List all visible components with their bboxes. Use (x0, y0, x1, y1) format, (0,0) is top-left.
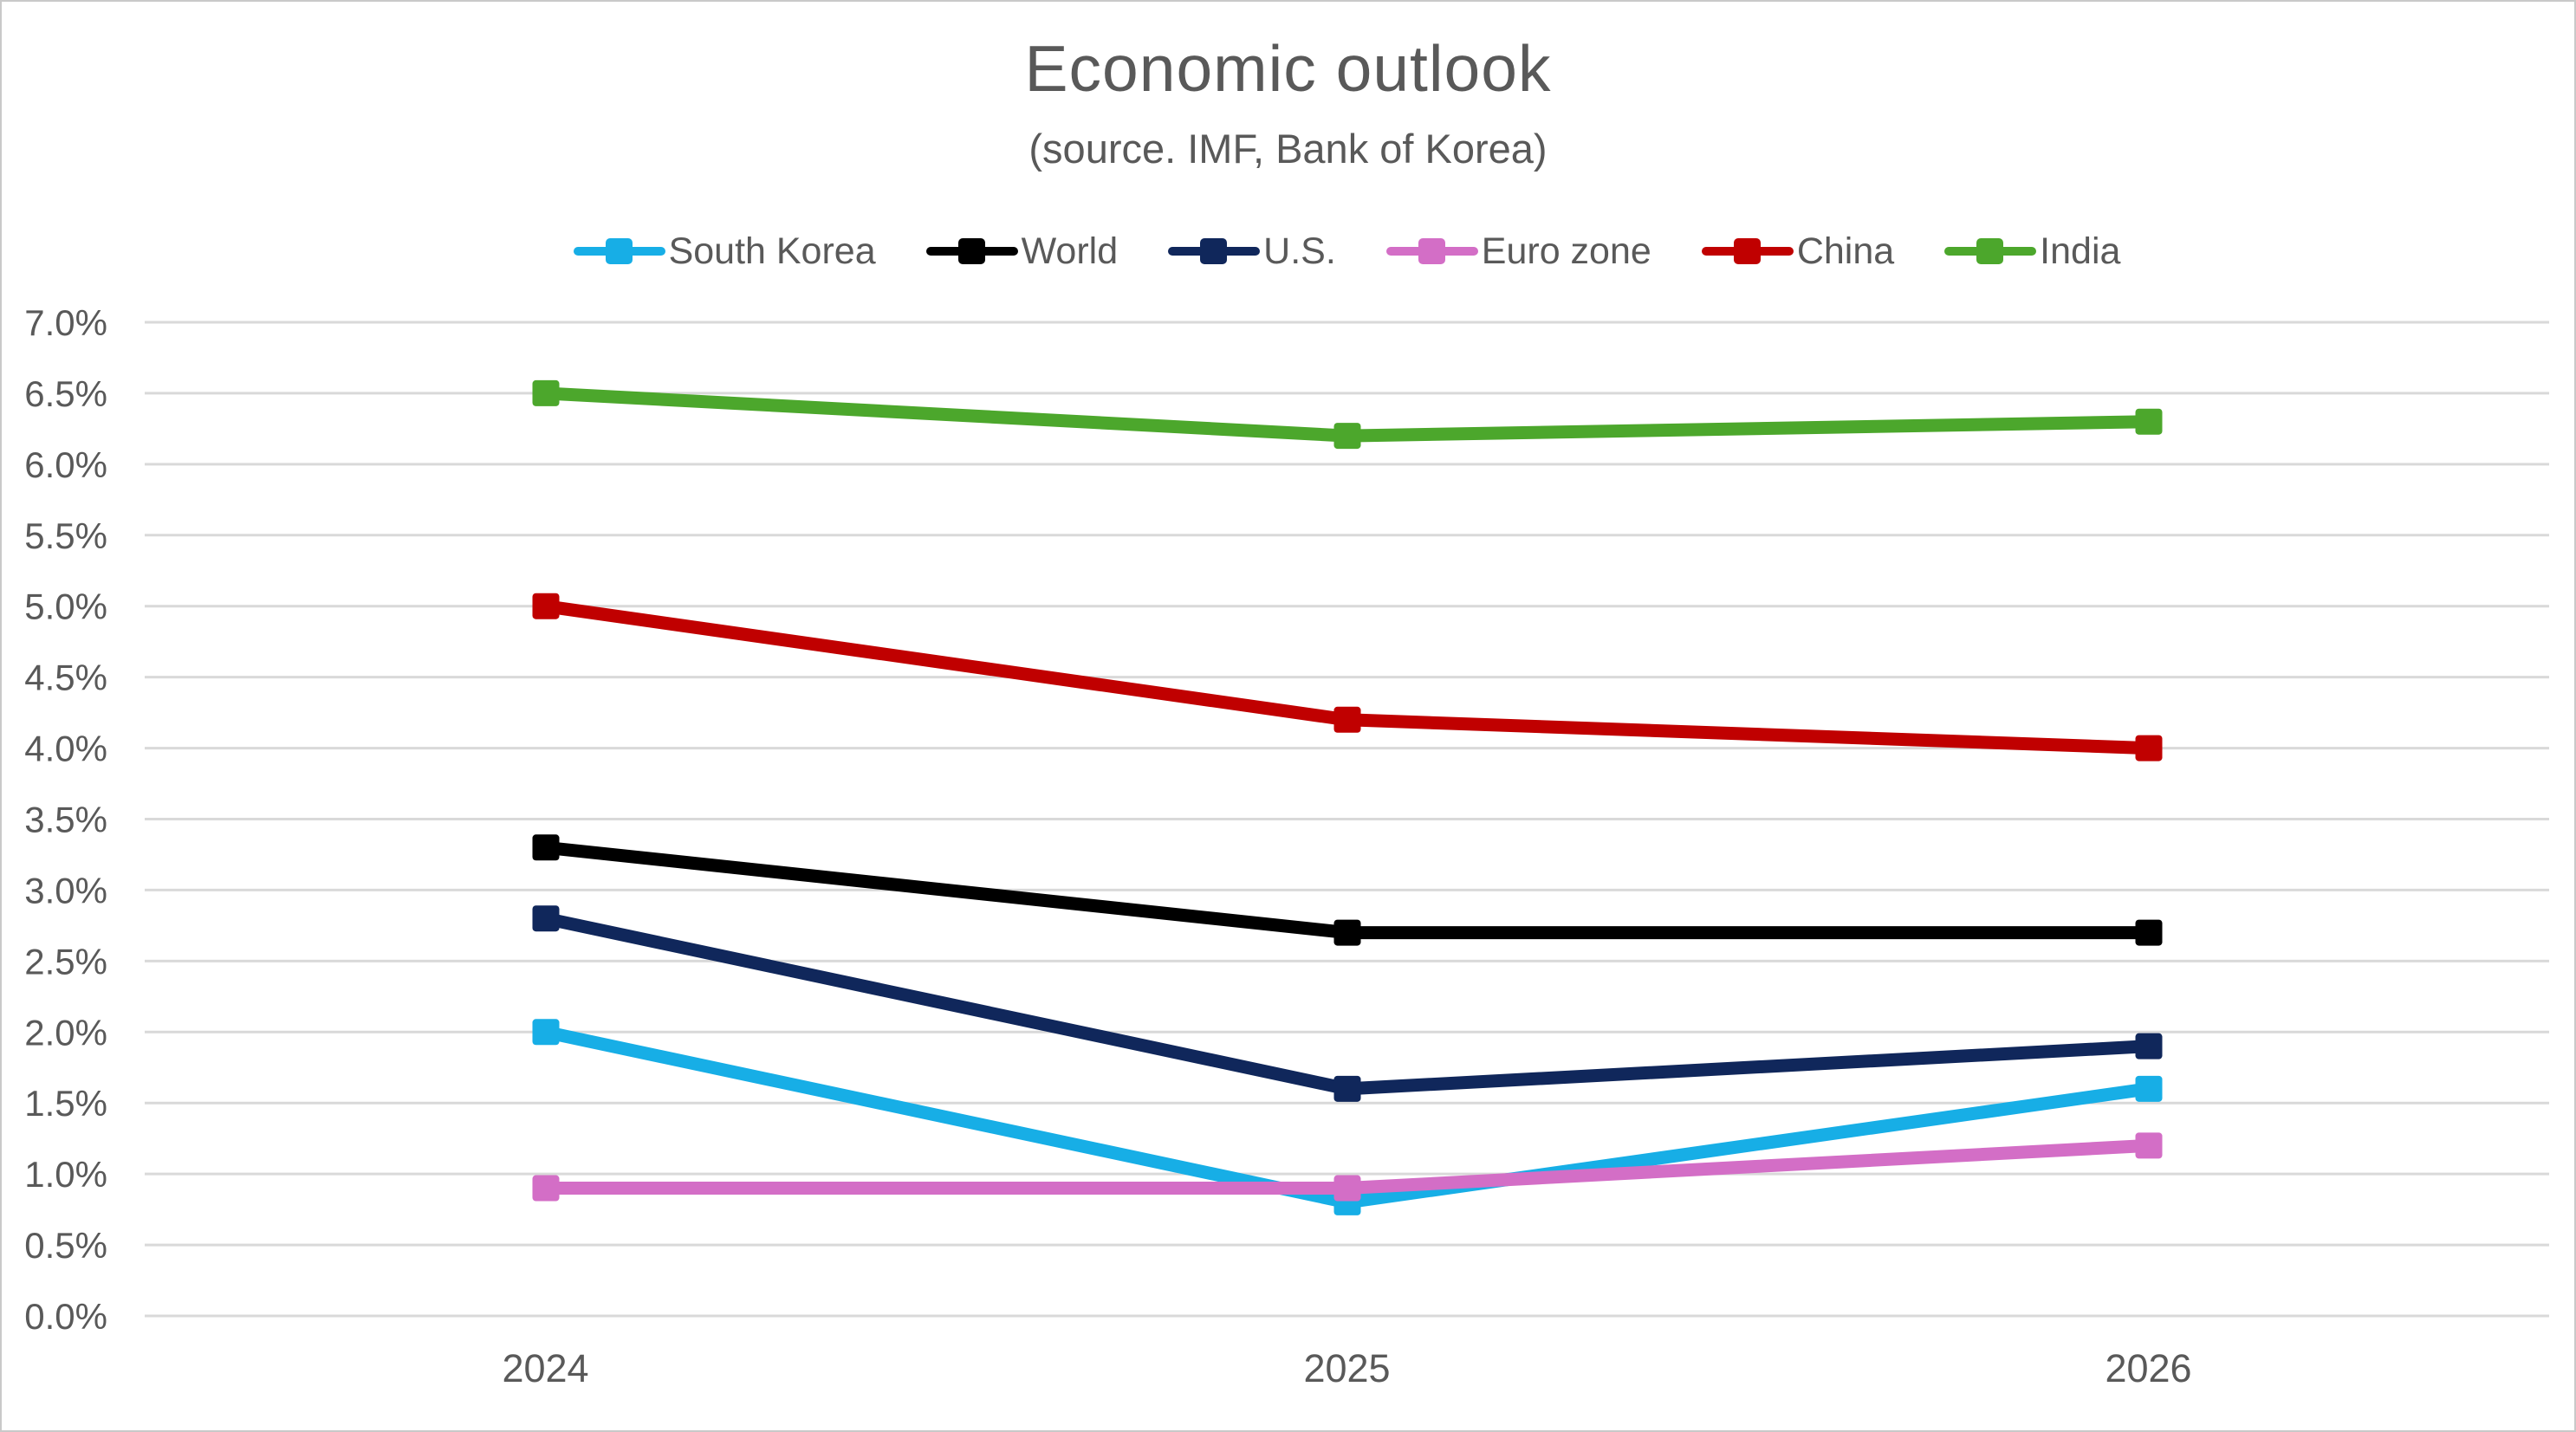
legend-item-south-korea: South Korea (573, 230, 876, 273)
y-tick-label: 4.0% (24, 729, 107, 769)
legend-label: U.S. (1263, 230, 1336, 272)
y-tick-label: 6.5% (24, 373, 107, 414)
marker-china-2024 (532, 593, 560, 619)
chart-title: Economic outlook (1024, 32, 1552, 105)
marker-south-korea-2026 (2135, 1075, 2163, 1102)
marker-u-s-2026 (2135, 1033, 2163, 1059)
marker-euro-zone-2026 (2135, 1132, 2163, 1159)
legend-marker-icon (1168, 238, 1261, 264)
marker-euro-zone-2024 (532, 1175, 560, 1202)
x-tick-label: 2025 (1303, 1346, 1390, 1390)
marker-china-2026 (2135, 735, 2163, 761)
marker-euro-zone-2025 (1333, 1175, 1361, 1202)
marker-u-s-2024 (532, 905, 560, 932)
legend-label: China (1796, 230, 1895, 272)
marker-world-2026 (2135, 919, 2163, 946)
x-tick-label: 2024 (502, 1346, 588, 1390)
legend-marker-icon (573, 238, 665, 264)
marker-india-2026 (2135, 408, 2163, 435)
legend: South Korea World U.S. Euro zone China India (145, 225, 2549, 277)
legend-marker-icon (1701, 238, 1794, 264)
marker-world-2025 (1333, 919, 1361, 946)
marker-south-korea-2024 (532, 1019, 560, 1046)
legend-item-india: India (1944, 230, 2120, 273)
legend-marker-icon (925, 238, 1018, 264)
y-tick-label: 1.0% (24, 1154, 107, 1195)
chart-subtitle: (source. IMF, Bank of Korea) (1028, 126, 1548, 172)
marker-u-s-2025 (1333, 1075, 1361, 1102)
y-tick-label: 2.0% (24, 1012, 107, 1053)
y-tick-label: 3.5% (24, 800, 107, 840)
legend-label: India (2040, 230, 2121, 272)
y-tick-label: 0.5% (24, 1225, 107, 1266)
x-tick-label: 2026 (2105, 1346, 2191, 1390)
y-tick-label: 3.0% (24, 870, 107, 910)
y-tick-label: 5.5% (24, 515, 107, 556)
y-tick-label: 4.5% (24, 658, 107, 698)
y-tick-label: 2.5% (24, 941, 107, 982)
legend-item-china: China (1701, 230, 1895, 273)
legend-label: Euro zone (1481, 230, 1651, 272)
marker-world-2024 (532, 834, 560, 861)
legend-label: World (1021, 230, 1119, 272)
y-tick-label: 0.0% (24, 1296, 107, 1337)
legend-item-u-s: U.S. (1168, 230, 1336, 273)
y-tick-label: 6.0% (24, 444, 107, 485)
legend-item-world: World (925, 230, 1119, 273)
marker-india-2025 (1333, 423, 1361, 450)
legend-marker-icon (1944, 238, 2037, 264)
y-tick-label: 7.0% (24, 302, 107, 343)
marker-india-2024 (532, 379, 560, 406)
y-tick-label: 1.5% (24, 1083, 107, 1124)
marker-china-2025 (1333, 706, 1361, 733)
y-tick-label: 5.0% (24, 586, 107, 627)
legend-label: South Korea (668, 230, 876, 272)
legend-item-euro-zone: Euro zone (1385, 230, 1651, 273)
legend-marker-icon (1385, 238, 1478, 264)
